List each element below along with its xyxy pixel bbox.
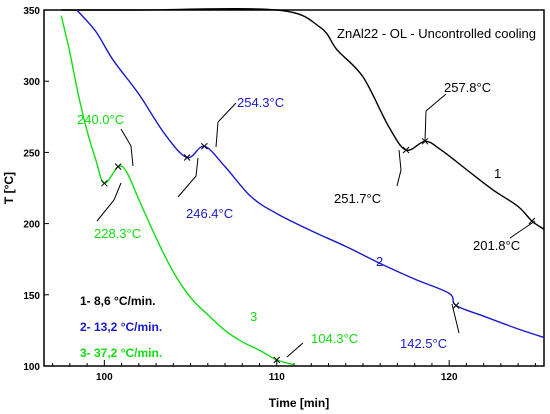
annotation-257.8: 257.8°C — [444, 80, 491, 95]
annotation-240.0: 240.0°C — [77, 112, 124, 127]
marker-257.8 — [421, 137, 429, 145]
leader-254.3 — [217, 102, 237, 123]
annotation-254.3: 254.3°C — [237, 95, 284, 110]
marker-254.3 — [200, 142, 208, 150]
chart-title: ZnAl22 - OL - Uncontrolled cooling — [337, 26, 536, 41]
annotation-leaders — [96, 93, 536, 358]
leader-251.7-rise — [398, 149, 402, 171]
x-tick-label-100: 100 — [96, 372, 113, 383]
annotation-251.7: 251.7°C — [334, 191, 381, 206]
x-tick-label-110: 110 — [269, 372, 286, 383]
leader-228.3 — [96, 199, 115, 222]
x-axis-title: Time [min] — [269, 396, 329, 410]
marker-228.3 — [100, 179, 108, 187]
legend-entry-3: 3- 37,2 °C/min. — [80, 346, 162, 360]
y-axis: 100 150 200 250 300 350 — [23, 6, 49, 373]
leader-254.3-drop — [215, 121, 219, 148]
leader-142.5 — [451, 303, 460, 334]
legend-entry-2: 2- 13,2 °C/min. — [80, 320, 162, 334]
leader-228.3-rise — [113, 182, 122, 201]
marker-240.0 — [114, 163, 122, 170]
leader-246.4 — [177, 175, 197, 198]
y-tick-label-200: 200 — [23, 220, 40, 231]
leader-257.8-drop — [424, 110, 427, 142]
y-tick-label-300: 300 — [23, 77, 40, 88]
y-tick-label-250: 250 — [23, 148, 40, 159]
marker-201.8 — [528, 217, 536, 225]
annotation-228.3: 228.3°C — [94, 226, 141, 241]
leader-240.0-drop — [130, 145, 134, 167]
series-line-1 — [61, 8, 545, 230]
marker-104.3 — [273, 356, 281, 364]
marker-142.5 — [452, 302, 460, 309]
marker-layer — [100, 137, 536, 364]
leader-257.8 — [425, 93, 447, 112]
leader-246.4-rise — [195, 157, 199, 177]
series-label-1: 1 — [494, 166, 501, 181]
legend-entry-1: 1- 8,6 °C/min. — [80, 294, 156, 308]
marker-246.4 — [183, 154, 191, 161]
annotation-201.8: 201.8°C — [473, 238, 520, 253]
x-tick-label-120: 120 — [441, 372, 458, 383]
leader-251.7 — [396, 169, 402, 187]
annotation-142.5: 142.5°C — [400, 336, 447, 351]
leader-240.0 — [120, 128, 132, 147]
marker-251.7 — [402, 146, 410, 154]
annotation-246.4: 246.4°C — [186, 206, 233, 221]
annotation-104.3: 104.3°C — [311, 331, 358, 346]
y-axis-title: T [°C] — [2, 172, 16, 204]
plot-area-frame — [43, 9, 545, 367]
series-label-2: 2 — [376, 254, 383, 269]
x-axis: 100 110 120 — [52, 360, 536, 383]
leader-201.8 — [509, 220, 536, 239]
series-line-3 — [60, 15, 295, 366]
series-label-3: 3 — [250, 309, 257, 324]
y-tick-label-350: 350 — [23, 6, 40, 17]
leader-104.3 — [286, 342, 304, 358]
y-tick-label-100: 100 — [23, 362, 40, 373]
y-tick-label-150: 150 — [23, 291, 40, 302]
